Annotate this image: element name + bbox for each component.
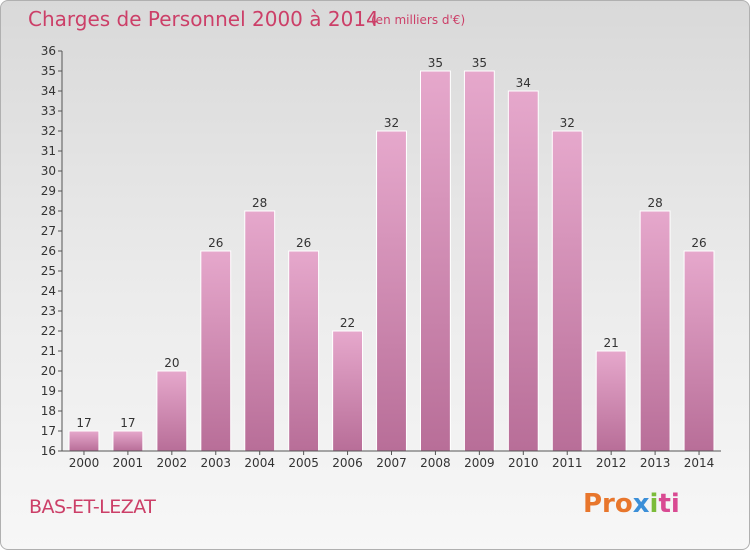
bar-2013 (639, 210, 671, 452)
y-tick-label: 22 (41, 324, 56, 338)
x-tick-label-2004: 2004 (244, 456, 275, 470)
y-tick-label: 16 (41, 444, 56, 458)
y-tick-label: 25 (41, 264, 56, 278)
x-tick-label-2001: 2001 (113, 456, 144, 470)
data-label-2004: 28 (252, 196, 267, 210)
chart-title: Charges de Personnel 2000 à 2014 (28, 7, 379, 31)
x-tick-label-2003: 2003 (200, 456, 231, 470)
bar-2001 (112, 430, 144, 452)
data-label-2011: 32 (560, 116, 575, 130)
x-tick-label-2014: 2014 (684, 456, 715, 470)
data-label-2012: 21 (604, 336, 619, 350)
bar-2012 (595, 350, 627, 452)
data-label-2000: 17 (76, 416, 91, 430)
x-tick-label-2000: 2000 (69, 456, 100, 470)
y-tick-label: 23 (41, 304, 56, 318)
y-tick-label: 19 (41, 384, 56, 398)
logo-part-2: x (632, 489, 650, 519)
data-label-2003: 26 (208, 236, 223, 250)
bar-2008 (419, 70, 451, 452)
y-tick-label: 27 (41, 224, 56, 238)
x-tick-label-2013: 2013 (640, 456, 671, 470)
axes-group: 16 17 18 19 20 21 22 23 24 25 26 27 28 29 30 31 32 33 34 35… (41, 44, 721, 470)
data-label-2009: 35 (472, 56, 487, 70)
y-tick-label: 32 (41, 124, 56, 138)
x-tick-label-2010: 2010 (508, 456, 539, 470)
x-tick-label-2006: 2006 (332, 456, 363, 470)
logo-part-1: Pro (583, 489, 633, 519)
y-tick-label: 34 (41, 84, 56, 98)
data-label-2005: 26 (296, 236, 311, 250)
x-tick-label-2012: 2012 (596, 456, 627, 470)
chart-subtitle: (en milliers d'€) (371, 13, 466, 27)
bar-2007 (376, 130, 407, 452)
y-tick-label: 36 (41, 44, 56, 58)
y-tick-label: 30 (41, 164, 56, 178)
data-label-2008: 35 (428, 56, 443, 70)
x-tick-label-2005: 2005 (288, 456, 319, 470)
bar-2003 (200, 250, 232, 452)
x-tick-label-2007: 2007 (376, 456, 407, 470)
x-tick-label-2011: 2011 (552, 456, 583, 470)
bar-2009 (463, 70, 495, 452)
y-tick-label: 29 (41, 184, 56, 198)
bar-2006 (332, 330, 364, 452)
y-tick-label: 31 (41, 144, 56, 158)
data-label-2014: 26 (691, 236, 706, 250)
bar-2000 (68, 430, 100, 452)
x-tick-label-2009: 2009 (464, 456, 495, 470)
y-tick-label: 17 (41, 424, 56, 438)
data-label-2007: 32 (384, 116, 399, 130)
bar-2011 (551, 130, 583, 452)
bar-2010 (507, 90, 539, 452)
y-tick-label: 21 (41, 344, 56, 358)
y-tick-label: 26 (41, 244, 56, 258)
proxiti-logo[interactable]: Proxiti (583, 489, 680, 519)
commune-name: BAS-ET-LEZAT (29, 496, 156, 518)
y-tick-label: 33 (41, 104, 56, 118)
y-tick-label: 28 (41, 204, 56, 218)
x-tick-label-2008: 2008 (420, 456, 451, 470)
data-label-2001: 17 (120, 416, 135, 430)
y-tick-label: 18 (41, 404, 56, 418)
logo-part-4: ti (658, 489, 680, 519)
data-label-2002: 20 (164, 356, 179, 370)
bar-2005 (288, 250, 320, 452)
y-tick-label: 24 (41, 284, 56, 298)
logo-part-3: i (649, 489, 659, 519)
data-label-2006: 22 (340, 316, 355, 330)
y-tick-label: 20 (41, 364, 56, 378)
bar-2014 (683, 250, 715, 452)
bar-2004 (244, 210, 276, 452)
data-label-2013: 28 (647, 196, 662, 210)
x-tick-label-2002: 2002 (157, 456, 188, 470)
data-label-2010: 34 (516, 76, 531, 90)
bars-group: 17 17 20 26 28 26 22 32 35 35 34 32 21 28 26 (68, 56, 715, 452)
y-tick-label: 35 (41, 64, 56, 78)
bar-2002 (156, 370, 188, 452)
